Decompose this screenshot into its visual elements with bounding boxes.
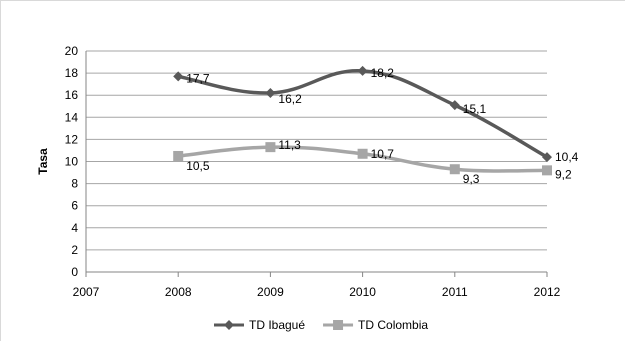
- data-point-td-colombia: [357, 148, 368, 159]
- data-label-td-ibagu-: 10,4: [555, 150, 579, 164]
- y-tick-label: 14: [65, 110, 79, 124]
- data-point-td-ibagu-: [265, 87, 276, 98]
- y-tick-label: 12: [65, 132, 79, 146]
- data-point-td-ibagu-: [449, 100, 460, 111]
- axes: 0 2 4 6 8 10 12 14 16 18 20 2007 2008 2009 2010 2011 201…: [65, 44, 561, 299]
- x-tick-label: 2009: [257, 285, 284, 299]
- y-tick-label: 2: [71, 243, 78, 257]
- gridlines: [86, 50, 547, 251]
- y-tick-label: 6: [71, 199, 78, 213]
- data-point-td-colombia: [449, 164, 460, 175]
- y-tick-label: 0: [71, 265, 78, 279]
- y-tick-label: 20: [65, 44, 79, 58]
- data-point-td-colombia: [265, 142, 276, 153]
- data-label-td-colombia: 10,5: [186, 159, 210, 173]
- y-tick-label: 16: [65, 88, 79, 102]
- legend-marker-td-ibagu-: [224, 320, 234, 330]
- series-group: [173, 65, 552, 176]
- y-tick-label: 10: [65, 155, 79, 169]
- data-label-td-colombia: 9,2: [555, 167, 572, 181]
- data-labels: 17,7 16,2 18,2 15,1 10,4 10,5 11,3 10,7 9,3 9,2: [186, 66, 578, 186]
- legend-marker-td-colombia: [333, 320, 344, 330]
- x-tick-label: 2007: [73, 285, 100, 299]
- data-label-td-ibagu-: 16,2: [278, 92, 302, 106]
- legend: TD Ibagué TD Colombia: [214, 318, 428, 332]
- data-point-td-colombia: [542, 165, 552, 176]
- y-axis-title: Tasa: [36, 148, 50, 175]
- y-tick-label: 18: [65, 66, 79, 80]
- series-line-td-ibagu-: [177, 69, 548, 159]
- legend-label-td-ibagu-: TD Ibagué: [249, 318, 305, 332]
- legend-label-td-colombia: TD Colombia: [358, 318, 428, 332]
- y-tick-label: 8: [71, 177, 78, 191]
- data-label-td-ibagu-: 18,2: [371, 66, 395, 80]
- y-tick-label: 4: [71, 221, 78, 235]
- x-tick-label: 2012: [534, 285, 561, 299]
- data-point-td-ibagu-: [542, 152, 552, 163]
- data-label-td-colombia: 11,3: [278, 138, 301, 152]
- data-point-td-colombia: [173, 150, 184, 161]
- data-label-td-ibagu-: 15,1: [463, 102, 487, 116]
- data-label-td-colombia: 10,7: [371, 147, 395, 161]
- x-tick-label: 2011: [442, 285, 468, 299]
- data-label-td-colombia: 9,3: [463, 172, 480, 186]
- x-tick-label: 2008: [165, 285, 192, 299]
- x-tick-label: 2010: [349, 285, 376, 299]
- data-point-td-ibagu-: [357, 65, 368, 76]
- data-point-td-ibagu-: [173, 71, 184, 82]
- data-label-td-ibagu-: 17,7: [186, 71, 210, 85]
